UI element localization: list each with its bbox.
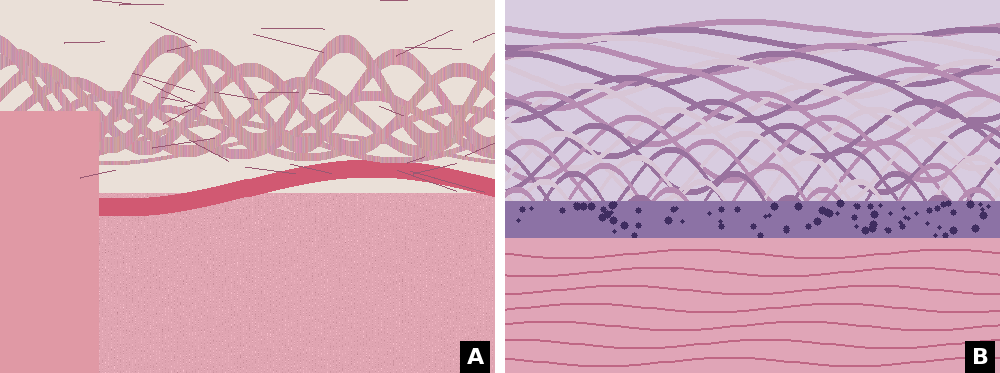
Text: A: A: [467, 348, 484, 368]
Text: B: B: [972, 348, 989, 368]
